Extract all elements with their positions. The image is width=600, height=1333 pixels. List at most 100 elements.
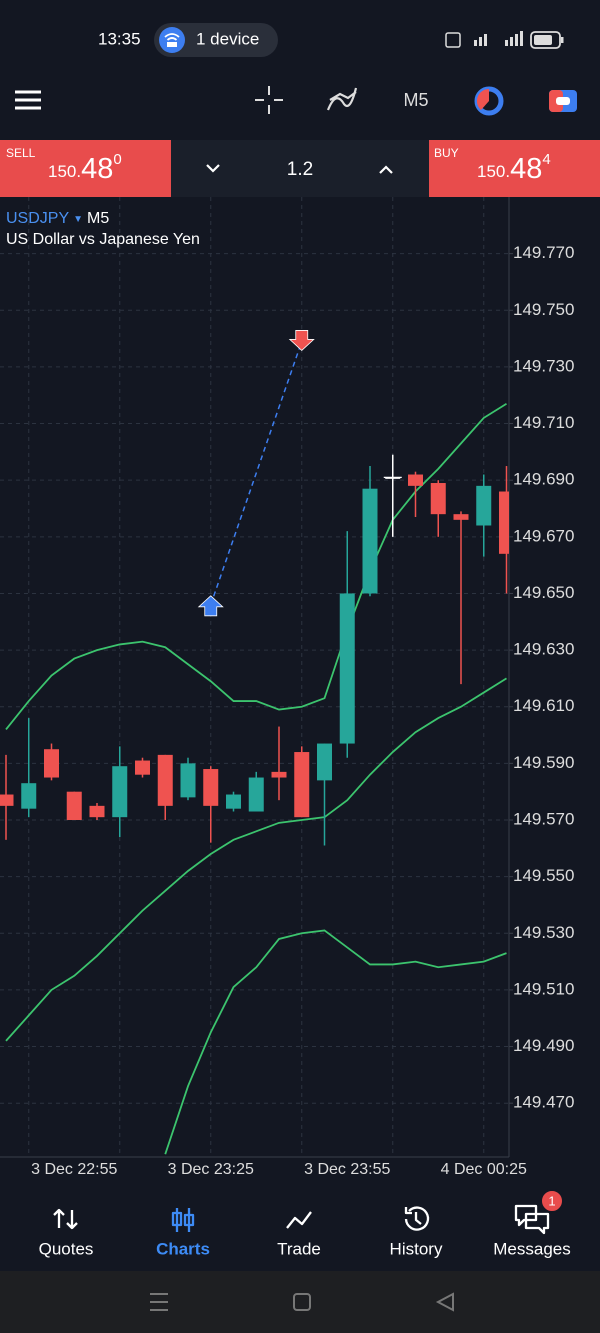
- nav-icon: [514, 1204, 550, 1235]
- x-tick-label: 3 Dec 23:25: [168, 1161, 254, 1178]
- sell-button[interactable]: [0, 140, 171, 197]
- y-tick-label: 149.630: [513, 640, 574, 659]
- bottom-nav: [0, 1187, 600, 1271]
- hotspot-waves: [164, 33, 180, 41]
- price-prefix: 150.: [48, 162, 81, 181]
- candle-body: [430, 483, 446, 515]
- signal-icons: [445, 31, 564, 49]
- price-main: 48: [81, 153, 113, 185]
- nav-label: History: [390, 1239, 443, 1258]
- nav-item[interactable]: History: [390, 1206, 443, 1258]
- trade-icon-part: [556, 97, 570, 105]
- candle-body: [44, 749, 59, 778]
- x-tick-label: 3 Dec 22:55: [31, 1161, 117, 1178]
- y-tick-label: 149.650: [513, 583, 574, 602]
- chart-timeframe: M5: [87, 210, 109, 227]
- y-tick-label: 149.470: [513, 1093, 574, 1112]
- lot-value[interactable]: 1.2: [287, 159, 313, 180]
- candle-body: [271, 771, 287, 778]
- candle-body: [180, 763, 196, 798]
- candle-body: [362, 488, 378, 594]
- candle-body: [408, 474, 423, 486]
- clock: 13:35: [98, 29, 141, 48]
- nav-label: Trade: [277, 1239, 321, 1258]
- candle-body: [112, 766, 128, 818]
- price-sup: 4: [542, 151, 550, 168]
- candle-body: [157, 754, 173, 806]
- sell-arrow: [288, 330, 315, 351]
- y-tick-label: 149.490: [513, 1036, 574, 1055]
- nav-item[interactable]: Messages: [493, 1204, 571, 1258]
- home-button[interactable]: [293, 1293, 311, 1311]
- back-button[interactable]: [435, 1292, 454, 1312]
- system-nav: [0, 1271, 600, 1333]
- candle-body: [89, 805, 105, 818]
- y-tick-label: 149.770: [513, 243, 574, 262]
- plot-area: [0, 197, 509, 1157]
- x-tick-label: 3 Dec 23:55: [304, 1161, 390, 1178]
- y-tick-label: 149.710: [513, 413, 574, 432]
- nav-icon: [404, 1206, 430, 1231]
- price-main: 48: [510, 153, 542, 185]
- y-tick-label: 149.550: [513, 866, 574, 885]
- band-line: [5, 402, 507, 730]
- candle-body: [226, 794, 241, 809]
- candle-body: [203, 769, 219, 806]
- sell-label: SELL: [6, 146, 36, 160]
- lot-increase[interactable]: [379, 165, 393, 174]
- price-sup: 0: [113, 151, 121, 168]
- y-tick-label: 149.590: [513, 753, 574, 772]
- candle-body: [135, 760, 150, 775]
- badge: [540, 1189, 564, 1213]
- band-line: [164, 929, 507, 1155]
- nav-items: Quotes Charts Trade History Messages 1: [39, 1189, 571, 1258]
- hotspot-base: [167, 42, 177, 47]
- y-tick-label: 149.690: [513, 470, 574, 489]
- candle-body: [66, 791, 82, 821]
- x-tick-label: 4 Dec 00:25: [441, 1161, 527, 1178]
- symbol-description: US Dollar vs Japanese Yen: [6, 231, 200, 248]
- nav-item[interactable]: Charts: [156, 1208, 210, 1258]
- candle-body: [339, 593, 355, 744]
- nav-item[interactable]: Quotes: [39, 1208, 94, 1258]
- candle-body: [453, 514, 469, 520]
- nav-label: Quotes: [39, 1239, 94, 1258]
- nav-icon: [171, 1208, 195, 1232]
- y-tick-label: 149.610: [513, 696, 574, 715]
- y-tick-label: 149.670: [513, 526, 574, 545]
- y-tick-label: 149.510: [513, 979, 574, 998]
- price-prefix: 150.: [477, 162, 510, 181]
- badge-count: 1: [548, 1193, 555, 1208]
- y-tick-label: 149.570: [513, 809, 574, 828]
- band-line: [5, 677, 507, 1042]
- axes: 149.470 149.490 149.510 149.530 149.550 149.5…: [31, 243, 574, 1178]
- candle-body: [294, 752, 310, 818]
- symbol-dropdown[interactable]: ▼: [73, 214, 83, 225]
- candle-body: [248, 777, 264, 812]
- nav-icon: [53, 1208, 78, 1230]
- candle-body: [476, 485, 492, 526]
- buy-price: 150.484: [477, 151, 551, 185]
- y-tick-label: 149.530: [513, 923, 574, 942]
- crosshair-icon[interactable]: [255, 86, 283, 114]
- hotspot-label: 1 device: [196, 29, 259, 48]
- indicator-icon[interactable]: [326, 87, 358, 111]
- candle-body: [0, 794, 14, 806]
- color-icon-part: [476, 88, 489, 110]
- sell-price: 150.480: [48, 151, 122, 185]
- hotspot-pill: [154, 23, 278, 57]
- buy-button[interactable]: [429, 140, 600, 197]
- candle-body: [499, 491, 509, 554]
- candle-body: [317, 743, 332, 781]
- timeframe-button[interactable]: M5: [403, 90, 428, 110]
- symbol[interactable]: USDJPY: [6, 210, 69, 227]
- candle-body: [21, 783, 37, 809]
- nav-item[interactable]: Trade: [277, 1211, 321, 1258]
- cursor: [383, 468, 402, 487]
- hotspot-icon: [159, 27, 185, 53]
- menu-icon[interactable]: [15, 90, 41, 110]
- lot-decrease[interactable]: [206, 164, 220, 173]
- recents-button[interactable]: [150, 1293, 168, 1311]
